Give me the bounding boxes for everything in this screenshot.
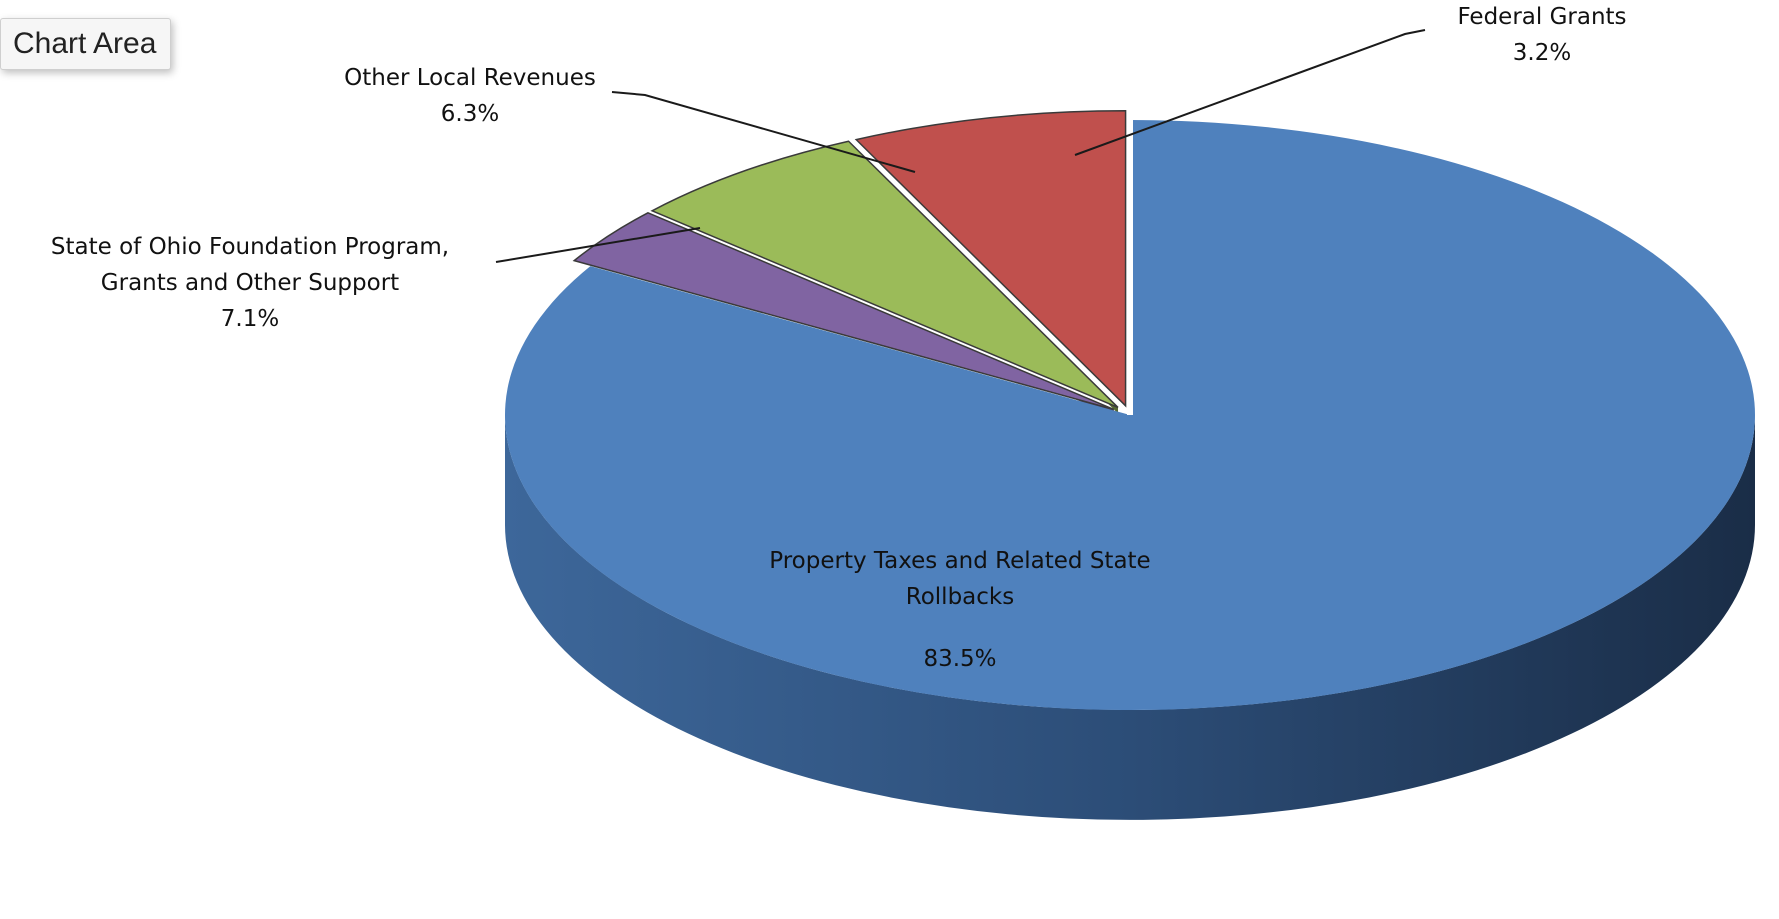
pie-side-0 <box>505 415 1755 820</box>
pie-slice-2 <box>650 140 1119 409</box>
slice-label-line: Federal Grants <box>1457 4 1626 30</box>
slice-value-label: 83.5% <box>923 646 996 672</box>
leader-line-3 <box>1074 29 1426 156</box>
slice-label-line: Property Taxes and Related State <box>769 548 1150 574</box>
slice-label-line: Rollbacks <box>906 584 1014 610</box>
leader-line-1 <box>495 227 701 263</box>
slice-value-label: 7.1% <box>221 306 279 332</box>
slice-label-line: Grants and Other Support <box>101 270 399 296</box>
pie-slice-1 <box>854 110 1127 408</box>
leader-line-2 <box>611 91 916 173</box>
pie-slice-3 <box>572 211 1115 411</box>
slice-value-label: 6.3% <box>441 101 499 127</box>
chart-area-tooltip: Chart Area <box>0 18 172 70</box>
slice-label-line: Other Local Revenues <box>344 65 596 91</box>
slice-label-line: State of Ohio Foundation Program, <box>51 234 449 260</box>
slice-value-label: 3.2% <box>1513 40 1571 66</box>
